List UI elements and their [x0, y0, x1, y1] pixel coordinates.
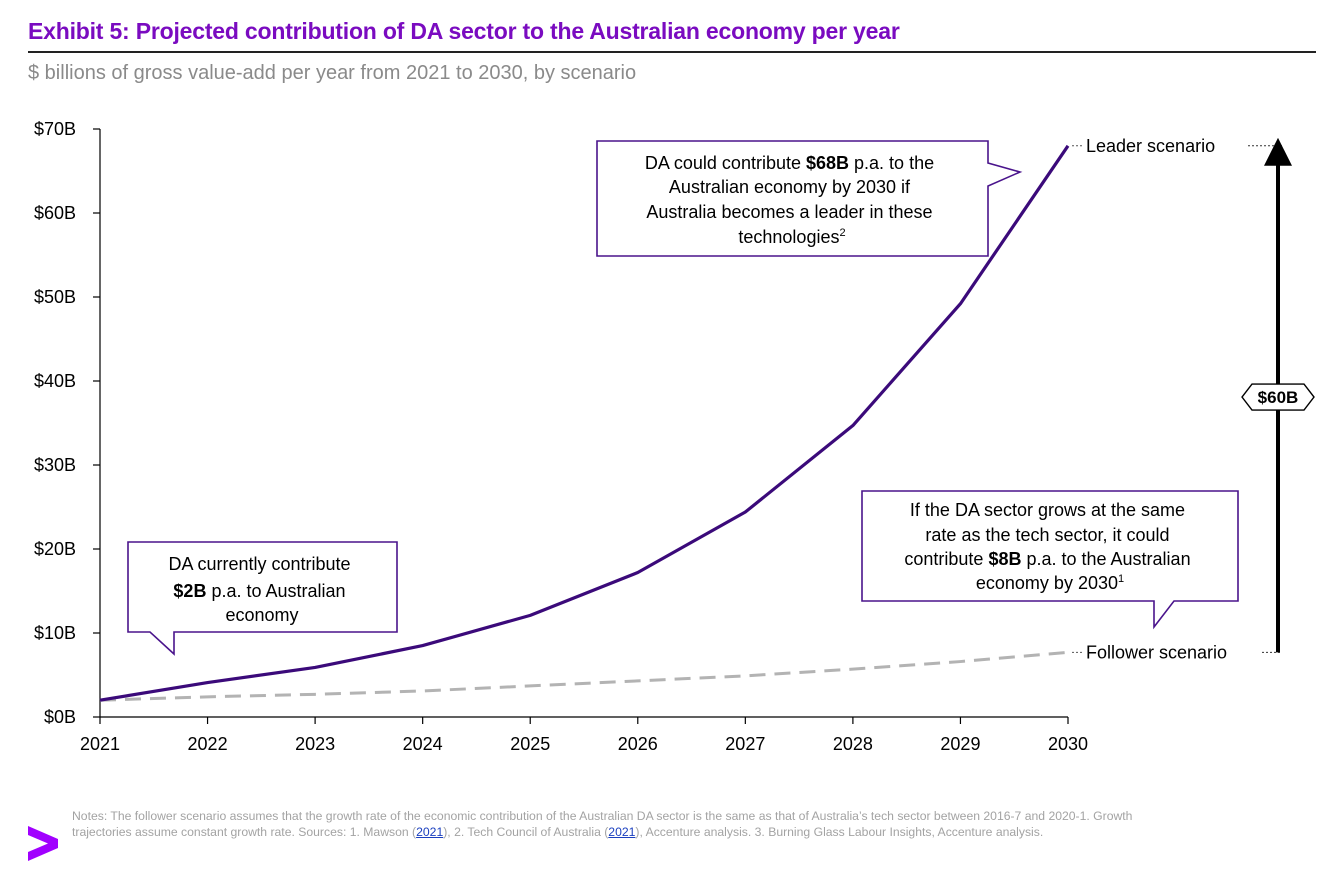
callout-follower: If the DA sector grows at the same rate … — [861, 490, 1239, 630]
svg-text:DA could contribute $68B p.a.: DA could contribute $68B p.a. to the Aus… — [645, 153, 939, 247]
series-end-label: Follower scenario — [1086, 642, 1227, 662]
follower-series-line — [99, 650, 1069, 702]
line-chart: $0B $10B $20B $30B $40B $50B $60B $70B 2021 2022 2… — [34, 119, 1315, 754]
y-tick-label: $20B — [34, 539, 76, 559]
source-link-mawson[interactable]: 2021 — [416, 825, 444, 839]
y-tick-label: $60B — [34, 203, 76, 223]
callout-leader-value: $68B — [806, 153, 849, 173]
y-tick-label: $0B — [44, 707, 76, 727]
x-tick-label: 2021 — [80, 734, 120, 754]
x-tick-label: 2026 — [618, 734, 658, 754]
accenture-logo-icon — [28, 826, 58, 861]
callout-current: DA currently contribute $2B p.a. to Aust… — [127, 541, 398, 656]
callout-follower-value: $8B — [988, 549, 1021, 569]
y-tick-label: $40B — [34, 371, 76, 391]
gap-label: $60B — [1258, 388, 1299, 407]
y-tick-label: $50B — [34, 287, 76, 307]
x-tick-label: 2029 — [940, 734, 980, 754]
source-link-tech-council[interactable]: 2021 — [608, 825, 636, 839]
chart-title: Exhibit 5: Projected contribution of DA … — [28, 18, 900, 44]
leader-series-line — [99, 144, 1070, 702]
callout-leader: DA could contribute $68B p.a. to the Aus… — [596, 140, 1023, 257]
svg-text:DA currently contribute: DA currently contribute $2B p.a. to Aust… — [168, 554, 355, 625]
svg-text:If the DA sector grows at the: If the DA sector grows at the same rate … — [904, 500, 1195, 593]
callout-current-value: $2B — [173, 581, 206, 601]
gap-label-badge — [1241, 383, 1315, 411]
y-tick-label: $70B — [34, 119, 76, 139]
footnotes: Notes: The follower scenario assumes tha… — [72, 809, 1133, 839]
series-end-label: Leader scenario — [1086, 136, 1215, 156]
x-tick-label: 2023 — [295, 734, 335, 754]
chart-subtitle: $ billions of gross value-add per year f… — [28, 62, 637, 84]
y-tick-label: $10B — [34, 623, 76, 643]
y-tick-label: $30B — [34, 455, 76, 475]
title-divider — [28, 51, 1316, 53]
x-tick-label: 2024 — [403, 734, 443, 754]
x-tick-label: 2027 — [725, 734, 765, 754]
x-tick-label: 2025 — [510, 734, 550, 754]
x-tick-label: 2022 — [188, 734, 228, 754]
x-tick-label: 2028 — [833, 734, 873, 754]
x-tick-label: 2030 — [1048, 734, 1088, 754]
